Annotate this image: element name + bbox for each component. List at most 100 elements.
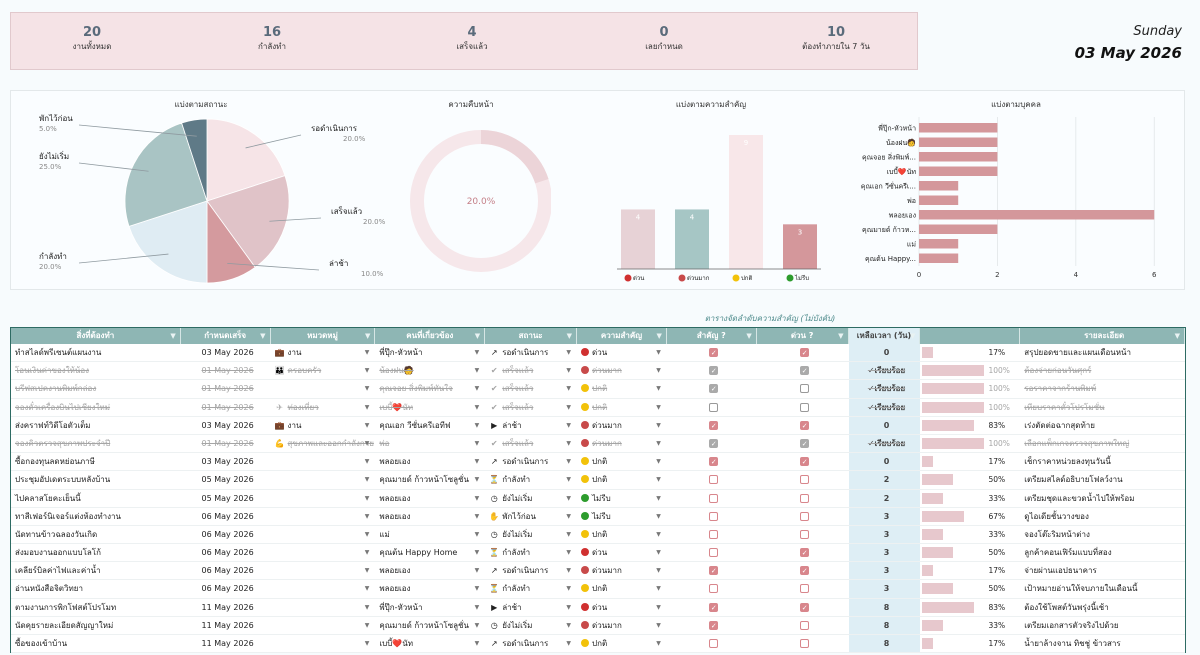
person-cell[interactable]: คุณเอก วีซั่นครีเอทีฟ ▼ [375,417,485,434]
dropdown-caret-icon[interactable]: ▼ [474,403,480,411]
important-cell[interactable]: ✓ [667,417,757,434]
priority-cell[interactable]: ปกติ ▼ [577,399,667,416]
dropdown-caret-icon[interactable]: ▼ [566,494,572,502]
person-cell[interactable]: เบบี้❤️นัท ▼ [375,399,485,416]
dropdown-caret-icon[interactable]: ▼ [656,439,661,447]
detail-text[interactable]: เร่งตัดต่อฉากสุดท้าย [1024,420,1095,430]
important-cell[interactable] [667,490,757,507]
dropdown-caret-icon[interactable]: ▼ [364,603,370,611]
dropdown-caret-icon[interactable]: ▼ [364,421,370,429]
detail-text[interactable]: เช็กราคาหน่วยลงทุนวันนี้ [1024,457,1111,467]
status-cell[interactable]: ⏳ กำลังทำ ▼ [485,580,577,597]
dropdown-caret-icon[interactable]: ▼ [474,458,480,466]
urgent-checkbox[interactable]: ✓ [800,566,810,576]
filter-icon[interactable]: ▼ [566,332,573,340]
important-checkbox[interactable]: ✓ [709,348,719,357]
due-date[interactable]: 11 May 2026 [201,620,254,630]
task-name[interactable]: ส่งคราฟท์วิดีโอตัวเต็ม [15,420,91,430]
dropdown-caret-icon[interactable]: ▼ [566,421,572,429]
important-cell[interactable]: ✓ [667,453,757,470]
category-cell[interactable]: ▼ [271,453,376,470]
dropdown-caret-icon[interactable]: ▼ [364,439,370,447]
priority-cell[interactable]: ด่วนมาก ▼ [577,562,667,579]
urgent-cell[interactable] [757,471,849,488]
dropdown-caret-icon[interactable]: ▼ [566,530,572,538]
status-cell[interactable]: ◷ ยังไม่เริ่ม ▼ [485,490,577,507]
dropdown-caret-icon[interactable]: ▼ [474,549,480,557]
urgent-checkbox[interactable] [800,402,810,412]
detail-text[interactable]: เตรียมสไลด์อธิบายโฟลว์งาน [1024,475,1123,485]
column-header[interactable]: เหลือเวลา (วัน) ▼ [848,328,921,344]
dropdown-caret-icon[interactable]: ▼ [566,512,572,520]
dropdown-caret-icon[interactable]: ▼ [656,403,661,411]
task-name[interactable]: จองตั๋วเครื่องบินไปเชียงใหม่ [15,402,111,412]
due-date[interactable]: 01 May 2026 [201,366,254,376]
task-name[interactable]: โอนเงินค่าของให้น้อง [15,366,90,376]
detail-text[interactable]: ต้องใช้โพสต์วันพรุ่งนี้เช้า [1024,602,1109,612]
priority-cell[interactable]: ด่วน ▼ [577,599,667,616]
category-cell[interactable]: 💼 งาน ▼ [271,344,376,361]
urgent-checkbox[interactable] [800,511,810,521]
dropdown-caret-icon[interactable]: ▼ [364,567,370,575]
important-cell[interactable]: ✓ [667,435,757,452]
priority-cell[interactable]: ปกติ ▼ [577,635,667,652]
person-cell[interactable]: คุณต้น Happy Home ▼ [375,544,485,561]
dropdown-caret-icon[interactable]: ▼ [656,476,661,484]
detail-text[interactable]: เลือกแพ็กเกจตรวจสุขภาพใหญ่ [1024,438,1130,448]
column-header[interactable] [920,328,1021,344]
dropdown-caret-icon[interactable]: ▼ [656,585,661,593]
urgent-cell[interactable]: ✓ [757,562,849,579]
priority-cell[interactable]: ปกติ ▼ [577,580,667,597]
due-date[interactable]: 06 May 2026 [201,529,254,539]
dropdown-caret-icon[interactable]: ▼ [474,476,480,484]
dropdown-caret-icon[interactable]: ▼ [566,367,572,375]
dropdown-caret-icon[interactable]: ▼ [474,567,480,575]
dropdown-caret-icon[interactable]: ▼ [364,585,370,593]
category-cell[interactable]: 👪 ครอบครัว ▼ [271,362,376,379]
urgent-checkbox[interactable] [800,620,810,630]
urgent-cell[interactable] [757,635,849,652]
status-cell[interactable]: ◷ ยังไม่เริ่ม ▼ [485,617,577,634]
priority-cell[interactable]: ด่วนมาก ▼ [577,417,667,434]
urgent-checkbox[interactable]: ✓ [800,420,810,430]
filter-icon[interactable]: ▼ [1174,332,1180,340]
dropdown-caret-icon[interactable]: ▼ [474,367,480,375]
category-cell[interactable]: ▼ [271,544,376,561]
priority-cell[interactable]: ด่วนมาก ▼ [577,435,667,452]
task-name[interactable]: ตามงานการพิกโฟสต์โปรโมท [15,602,117,612]
filter-icon[interactable]: ▼ [260,332,266,340]
important-cell[interactable] [667,580,757,597]
dropdown-caret-icon[interactable]: ▼ [656,512,661,520]
dropdown-caret-icon[interactable]: ▼ [656,385,661,393]
dropdown-caret-icon[interactable]: ▼ [364,349,370,356]
status-cell[interactable]: ✔ เสร็จแล้ว ▼ [485,399,577,416]
urgent-checkbox[interactable]: ✓ [800,457,810,467]
important-cell[interactable] [667,526,757,543]
dropdown-caret-icon[interactable]: ▼ [656,494,661,502]
due-date[interactable]: 03 May 2026 [201,420,254,430]
dropdown-caret-icon[interactable]: ▼ [364,549,370,557]
important-checkbox[interactable]: ✓ [709,602,719,612]
column-header[interactable]: ความสำคัญ ▼ [577,328,667,344]
category-cell[interactable]: ✈ ท่องเที่ยว ▼ [271,399,376,416]
column-header[interactable]: สำคัญ ? ▼ [667,328,757,344]
person-cell[interactable]: คุณมายด์ ก้าวหน้าโซลูชั่น ▼ [375,617,485,634]
important-checkbox[interactable] [709,475,719,485]
task-name[interactable]: ส่งมอบงานออกแบบโลโก้ [15,548,101,558]
detail-text[interactable]: จองโต๊ะริมหน้าต่าง [1024,529,1090,539]
priority-cell[interactable]: ไม่รีบ ▼ [577,490,667,507]
column-header[interactable]: สถานะ ▼ [485,328,578,344]
important-cell[interactable]: ✓ [667,617,757,634]
detail-text[interactable]: รอราคาจากร้านพิมพ์ [1024,384,1097,394]
urgent-checkbox[interactable] [800,475,810,485]
task-name[interactable]: ประชุมอัปเดตระบบหลังบ้าน [15,475,111,485]
person-cell[interactable]: น้องฝน🧑 ▼ [375,362,485,379]
dropdown-caret-icon[interactable]: ▼ [566,385,572,393]
dropdown-caret-icon[interactable]: ▼ [656,621,661,629]
status-cell[interactable]: ▶ ล่าช้า ▼ [485,599,577,616]
important-checkbox[interactable] [709,529,719,539]
dropdown-caret-icon[interactable]: ▼ [364,512,370,520]
person-cell[interactable]: พ่อ ▼ [375,435,485,452]
urgent-checkbox[interactable]: ✓ [800,366,810,376]
dropdown-caret-icon[interactable]: ▼ [474,421,480,429]
